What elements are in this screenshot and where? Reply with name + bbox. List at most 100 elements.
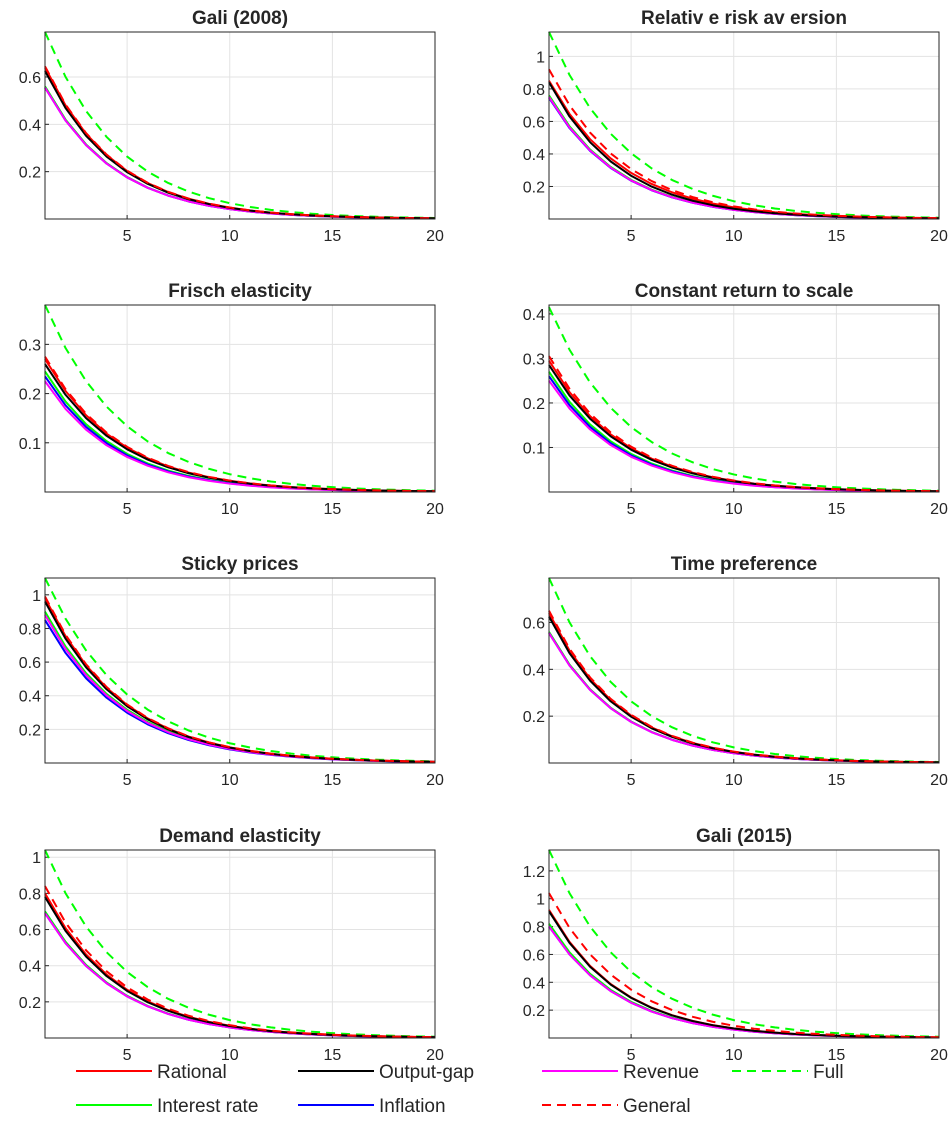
y-tick-label: 0.8 — [523, 920, 545, 937]
series-line-output-gap — [44, 70, 436, 220]
x-tick-label: 10 — [221, 772, 239, 789]
plot-area — [45, 32, 435, 219]
x-tick-label: 10 — [221, 501, 239, 518]
y-tick-label: 0.6 — [19, 655, 41, 672]
y-tick-label: 0.2 — [19, 165, 41, 182]
y-tick-label: 0.2 — [19, 995, 41, 1012]
plot-area — [45, 578, 435, 763]
x-tick-label: 20 — [930, 1047, 948, 1064]
legend-label: General — [623, 1096, 691, 1117]
subplot-title: Sticky prices — [181, 554, 298, 575]
y-tick-label: 0.4 — [523, 307, 545, 324]
subplot-1: 5 10 15 20 0.2 0.4 0.6 Gali (2008) — [19, 8, 444, 245]
y-tick-label: 0.4 — [523, 147, 545, 164]
series-line-general — [548, 892, 940, 1039]
subplot-4: 5 10 15 20 0.1 0.2 0.3 0.4 Constant return to sc… — [523, 281, 948, 518]
axes-box — [548, 849, 940, 1039]
x-tick-label: 5 — [627, 501, 636, 518]
legend-label: Inflation — [379, 1096, 446, 1117]
y-tick-label: 0.8 — [523, 82, 545, 99]
plot-area — [549, 850, 939, 1038]
subplot-8: 5 10 15 20 0.2 0.4 0.6 0.8 1 1.2 Gali (2015) — [523, 826, 948, 1064]
legend-item: General — [542, 1096, 691, 1117]
x-tick-label: 20 — [930, 772, 948, 789]
x-tick-label: 10 — [725, 228, 743, 245]
y-tick-label: 0.6 — [19, 923, 41, 940]
x-tick-label: 5 — [123, 228, 132, 245]
x-tick-label: 20 — [930, 228, 948, 245]
x-tick-label: 10 — [221, 1047, 239, 1064]
x-tick-label: 20 — [426, 1047, 444, 1064]
series-line-output-gap — [548, 616, 940, 764]
plot-area — [45, 305, 435, 492]
legend-label: Output-gap — [379, 1062, 474, 1083]
y-tick-label: 0.8 — [19, 886, 41, 903]
x-tick-label: 15 — [323, 1047, 341, 1064]
subplot-title: Time preference — [671, 554, 817, 575]
y-tick-label: 0.8 — [19, 621, 41, 638]
legend-item: Interest rate — [76, 1096, 258, 1117]
subplot-title: Gali (2008) — [192, 8, 288, 29]
legend-item: Inflation — [298, 1096, 446, 1117]
axes-box — [44, 304, 436, 493]
y-tick-label: 0.2 — [19, 387, 41, 404]
series-line-full — [548, 306, 940, 492]
y-tick-label: 0.2 — [523, 1003, 545, 1020]
axes-box — [44, 849, 436, 1039]
x-tick-label: 15 — [827, 772, 845, 789]
legend-label: Full — [813, 1062, 844, 1083]
x-tick-label: 5 — [123, 772, 132, 789]
y-tick-label: 0.4 — [523, 975, 545, 992]
legend-item: Output-gap — [298, 1062, 474, 1083]
x-tick-label: 5 — [627, 1047, 636, 1064]
series-line-general — [548, 355, 940, 493]
plot-area — [549, 578, 939, 763]
x-tick-label: 15 — [323, 501, 341, 518]
x-tick-label: 15 — [827, 228, 845, 245]
x-tick-label: 5 — [123, 501, 132, 518]
y-tick-label: 0.2 — [523, 709, 545, 726]
series-line-general — [44, 356, 436, 493]
x-tick-label: 15 — [323, 772, 341, 789]
legend-item: Full — [732, 1062, 844, 1083]
legend-label: Revenue — [623, 1062, 699, 1083]
legend-label: Rational — [157, 1062, 227, 1083]
y-tick-label: 1 — [536, 49, 545, 66]
y-tick-label: 0.4 — [19, 689, 41, 706]
y-tick-label: 0.3 — [19, 337, 41, 354]
subplot-title: Relativ e risk av ersion — [641, 8, 847, 29]
y-tick-label: 0.6 — [523, 615, 545, 632]
series-line-full — [548, 577, 940, 763]
subplot-2: 5 10 15 20 0.2 0.4 0.6 0.8 1 Relativ e risk av er… — [523, 8, 948, 245]
y-tick-label: 0.6 — [19, 70, 41, 87]
series-line-full — [44, 577, 436, 763]
y-tick-label: 0.1 — [523, 440, 545, 457]
series-line-general — [44, 885, 436, 1039]
series-line-general — [548, 610, 940, 764]
x-tick-label: 10 — [725, 1047, 743, 1064]
x-tick-label: 5 — [123, 1047, 132, 1064]
series-line-general — [44, 65, 436, 220]
subplot-5: 5 10 15 20 0.2 0.4 0.6 0.8 1 Sticky prices — [19, 554, 444, 789]
axes-box — [44, 577, 436, 764]
legend-item: Revenue — [542, 1062, 699, 1083]
y-tick-label: 1 — [32, 588, 41, 605]
series-line-full — [44, 849, 436, 1038]
series-line-full — [44, 304, 436, 492]
legend-label: Interest rate — [157, 1096, 258, 1117]
legend-item: Rational — [76, 1062, 227, 1083]
axes-box — [548, 31, 940, 220]
y-tick-label: 0.6 — [523, 114, 545, 131]
series-line-general — [548, 68, 940, 220]
subplot-7: 5 10 15 20 0.2 0.4 0.6 0.8 1 Demand elasticity — [19, 826, 444, 1064]
y-tick-label: 0.4 — [523, 662, 545, 679]
y-tick-label: 0.2 — [523, 396, 545, 413]
y-tick-label: 0.4 — [19, 117, 41, 134]
plot-area — [549, 32, 939, 219]
series-line-general — [44, 596, 436, 763]
y-tick-label: 0.2 — [19, 722, 41, 739]
x-tick-label: 10 — [221, 228, 239, 245]
y-tick-label: 1.2 — [523, 864, 545, 881]
x-tick-label: 5 — [627, 772, 636, 789]
